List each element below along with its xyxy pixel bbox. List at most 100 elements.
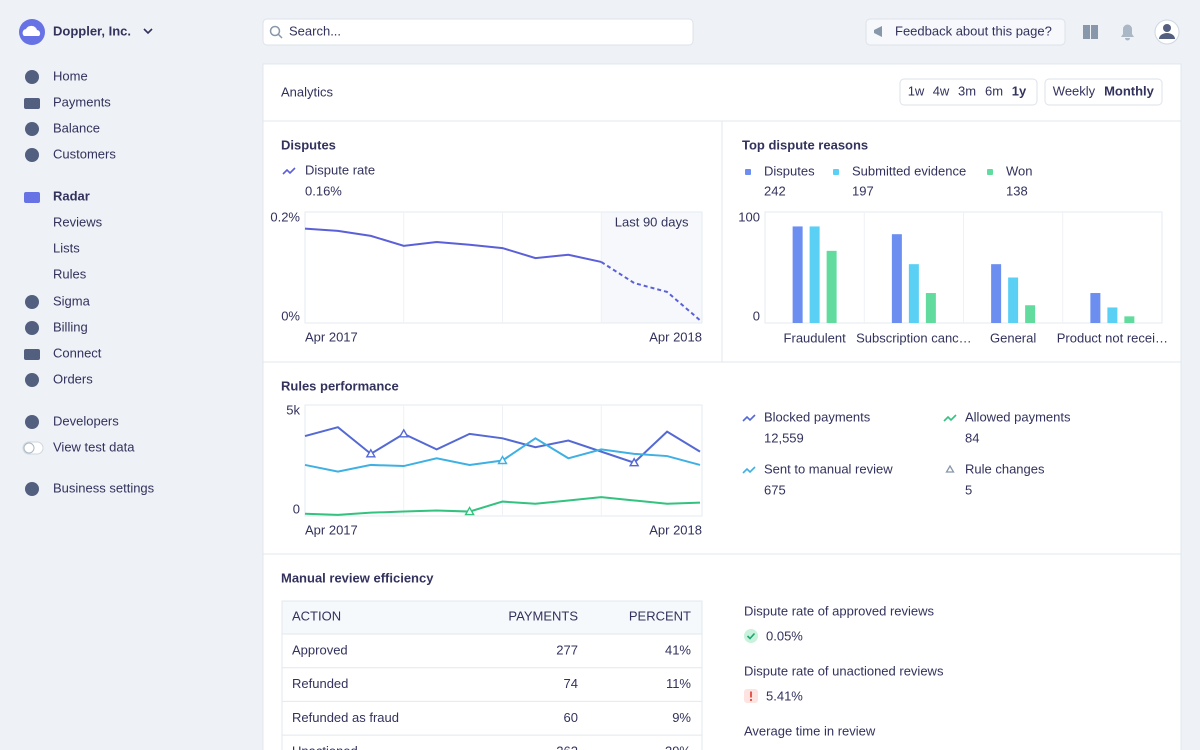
region-label: Last 90 days <box>615 214 689 229</box>
table-cell: Refunded <box>292 676 348 691</box>
avatar-head <box>1163 24 1171 32</box>
range-option[interactable]: 1w <box>908 83 925 98</box>
y-tick-label: 5k <box>286 402 300 417</box>
legend-total: 197 <box>852 183 874 198</box>
company-name[interactable]: Doppler, Inc. <box>53 23 131 38</box>
nav-item[interactable]: Sigma <box>53 293 91 308</box>
table-cell: 60 <box>564 710 578 725</box>
avatar-body <box>1159 33 1175 39</box>
nav-item[interactable]: Billing <box>53 319 88 334</box>
legend-swatch <box>833 169 839 175</box>
nav-icon <box>25 122 39 136</box>
range-option[interactable]: 3m <box>958 83 976 98</box>
nav-item[interactable]: Customers <box>53 146 116 161</box>
nav-item[interactable]: Radar <box>53 188 90 203</box>
nav-icon <box>25 295 39 309</box>
rule-change-marker <box>628 457 640 467</box>
nav-item[interactable]: Connect <box>53 345 102 360</box>
legend-total: 138 <box>1006 183 1028 198</box>
granularity-option[interactable]: Weekly <box>1053 83 1096 98</box>
bar <box>1025 305 1036 323</box>
y-tick-label: 100 <box>738 209 760 224</box>
feedback-button[interactable] <box>865 18 1066 46</box>
legend-label: Sent to manual review <box>764 461 893 476</box>
nav-item[interactable]: Balance <box>53 120 100 135</box>
series-line <box>304 496 701 516</box>
logo-cloud <box>22 25 41 36</box>
y-tick-label: 0.2% <box>270 209 300 224</box>
status-warning-dot <box>750 699 752 701</box>
legend-label: Rule changes <box>965 461 1045 476</box>
range-option[interactable]: 4w <box>933 83 950 98</box>
x-tick-label: Apr 2017 <box>305 329 358 344</box>
table-cell: 262 <box>556 744 578 750</box>
nav-icon <box>25 373 39 387</box>
nav-item[interactable]: Developers <box>53 413 119 428</box>
x-tick-label: Subscription canc… <box>856 330 972 345</box>
legend-total: 84 <box>965 430 979 445</box>
legend-icon <box>742 466 756 474</box>
chart-title: Rules performance <box>281 378 399 393</box>
nav-icon <box>25 70 39 84</box>
rule-change-marker <box>464 506 475 516</box>
bar <box>891 234 902 323</box>
stat-label: Dispute rate of approved reviews <box>744 603 935 618</box>
range-option[interactable]: 1y <box>1012 83 1027 98</box>
nav-item[interactable]: Home <box>53 68 88 83</box>
rule-change-marker <box>398 428 409 438</box>
bell-icon[interactable] <box>1121 24 1134 41</box>
current-value: 0.16% <box>305 183 342 198</box>
stat-value: 5.41% <box>766 688 803 703</box>
table-cell: Refunded as fraud <box>292 710 399 725</box>
rule-change-marker <box>365 448 377 458</box>
nav-item[interactable]: Rules <box>53 266 87 281</box>
legend-total: 242 <box>764 183 786 198</box>
legend-icon <box>742 414 756 422</box>
company-chevron <box>143 28 153 35</box>
x-tick-label: Product not recei… <box>1057 330 1168 345</box>
feedback-text[interactable]: Feedback about this page? <box>895 23 1052 38</box>
search-input[interactable] <box>262 18 694 46</box>
table-header <box>282 601 702 634</box>
nav-item[interactable]: Business settings <box>53 480 155 495</box>
series-line <box>304 227 602 263</box>
status-ok-check <box>746 632 756 640</box>
nav-item[interactable]: Payments <box>53 94 111 109</box>
range-option[interactable]: 6m <box>985 83 1003 98</box>
stat-label: Dispute rate of unactioned reviews <box>744 663 944 678</box>
status-warning-mark <box>750 691 752 698</box>
y-tick-label: 0 <box>293 501 300 516</box>
legend-label: Won <box>1006 163 1033 178</box>
range-selector <box>899 78 1038 106</box>
y-tick-label: 0 <box>753 308 760 323</box>
table-cell: 39% <box>665 744 691 750</box>
legend-total: 5 <box>965 482 972 497</box>
section-title: Manual review efficiency <box>281 570 434 585</box>
nav-item[interactable]: Orders <box>53 371 93 386</box>
search-icon-handle <box>277 33 283 39</box>
bar <box>792 226 803 323</box>
table-cell: 9% <box>672 710 691 725</box>
bar <box>809 226 820 323</box>
granularity-option[interactable]: Monthly <box>1104 83 1155 98</box>
column-header: PERCENT <box>629 608 691 623</box>
nav-icon <box>25 482 39 496</box>
nav-item[interactable]: View test data <box>53 439 135 454</box>
chart-title: Top dispute reasons <box>742 137 868 152</box>
docs-icon[interactable] <box>1083 25 1098 39</box>
table-cell: 74 <box>564 676 578 691</box>
column-header: PAYMENTS <box>508 608 578 623</box>
nav-icon <box>25 415 39 429</box>
nav-item[interactable]: Lists <box>53 240 80 255</box>
x-tick-label: Apr 2018 <box>649 329 702 344</box>
legend-icon <box>943 414 957 422</box>
bar <box>1124 316 1135 323</box>
rule-change-marker <box>497 455 508 465</box>
table-cell: 11% <box>666 676 691 691</box>
table-cell: Approved <box>292 642 348 657</box>
stat-value: 0.05% <box>766 628 803 643</box>
nav-item[interactable]: Reviews <box>53 214 103 229</box>
series-line <box>600 261 701 321</box>
status-ok-icon <box>744 629 758 643</box>
